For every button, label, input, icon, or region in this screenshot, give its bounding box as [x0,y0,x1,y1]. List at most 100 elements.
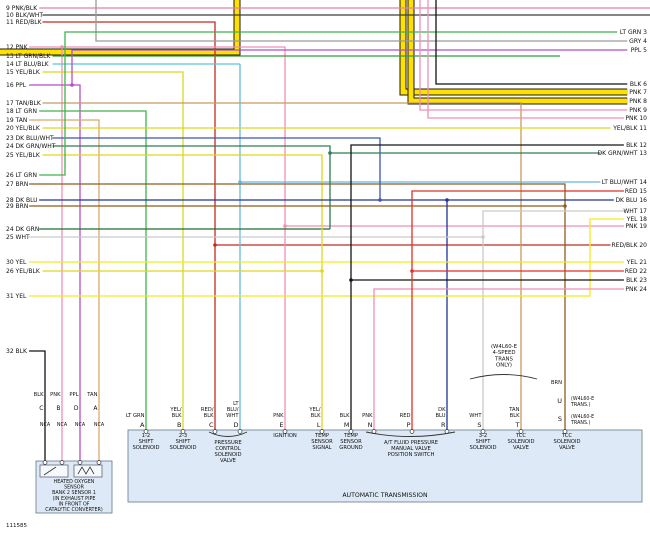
wire-gry-to-4 [95,0,628,42]
left-pin-label: 28 DK BLU [6,197,38,204]
connector-terminal [409,429,415,434]
right-pin-label: LT GRN 3 [620,29,647,36]
right-pin-label: BLK 6 [630,81,647,88]
four-speed-note: 4-SPEED [492,350,515,356]
connector-terminal [562,429,568,434]
pin-letter: L [317,421,321,429]
o2-sensor-label: (IN EXHAUST PIPE [53,496,96,502]
pin-letter: R [441,421,446,429]
left-pin-label: 11 RED/BLK [6,19,43,26]
component-label: SOLENOID [169,445,196,451]
o2-sensor-label: IN FRONT OF [59,501,90,507]
right-pin-label: BLK 23 [626,277,647,284]
connector-terminal [42,460,48,465]
connector-terminal [77,460,83,465]
o2-sensor-element-symbol [77,466,95,475]
wire-junction [213,243,217,247]
pin-wire-color: PNK [273,413,284,419]
component-label: MANUAL VALVE [391,446,431,452]
pin-wire-color: BLK [311,413,321,419]
wire-junction [283,224,287,228]
four-speed-note: (W4L60-E [491,344,518,350]
component-label: VALVE [559,445,575,451]
left-pin-label: 30 YEL [6,259,27,266]
pin-letter: C [209,421,214,429]
right-pin-label: RED 15 [625,188,647,195]
o2-pin-nca: NCA [57,422,68,428]
pin-wire-color: WHT [226,413,239,419]
right-pin-label: PNK 19 [625,223,647,230]
pin-wire-color: TAN [508,407,519,413]
left-pin-label: 10 BLK/WHT [6,12,43,19]
pin-wire-color: YEL/ [169,407,181,413]
component-label: VALVE [513,445,529,451]
figure-number: 111585 [6,523,27,529]
left-pin-label: 16 PPL [6,82,27,89]
trans-type-note: (W4L60-E [571,414,594,420]
component-label: A/T FLUID PRESSURE [384,440,438,446]
o2-pin-wire-color: BLK [34,392,44,398]
left-pin-label: 25 WHT [6,234,30,241]
o2-pin-nca: NCA [75,422,86,428]
pin-wire-color: LT [233,401,239,407]
component-label: 2-3 [179,433,187,439]
four-speed-note: ONLY) [496,363,512,369]
o2-pin-letter: C [39,405,43,412]
wire-wht-pin-s-to-17 [482,210,624,430]
pin-letter: P [407,421,411,429]
right-pin-label: PPL 5 [631,47,647,54]
four-speed-note: TRANS [494,356,514,362]
pin-wire-color: BLK [510,413,520,419]
connector-terminal [348,429,354,434]
component-label: SOLENOID [507,439,534,445]
component-label: SOLENOID [214,452,241,458]
trans-type-note: (W4L60-E [571,396,594,402]
wire-yel-blk-15-pin-b [42,71,184,430]
group-brace [208,431,248,437]
right-pin-label: RED 22 [625,268,647,275]
o2-pin-letter: A [93,405,98,412]
connector-terminal [237,429,243,434]
pin-wire-color: BLK [204,413,214,419]
trans-type-note: TRANS.) [570,402,591,408]
o2-pin-wire-color: TAN [86,392,97,398]
wire-yel-31-to-18 [29,218,624,297]
o2-pin-nca: NCA [94,422,105,428]
o2-sensor-label: SENSOR [64,485,84,491]
right-pin-label: LT BLU/WHT 14 [602,179,647,186]
left-pin-label: 13 LT GRN/BLK [6,53,51,60]
right-pin-label: BLK 12 [626,142,647,149]
wire-pnk-pin-n-to-24 [373,288,624,430]
pin-wire-color: BLK [172,413,182,419]
component-label: 1-2 [142,433,150,439]
pin-wire-color: PNK [362,413,373,419]
connector-terminal [319,429,325,434]
component-label: GROUND [339,445,362,451]
component-label: SHIFT [476,439,492,445]
component-label: SENSOR [340,439,362,445]
pin-letter: N [368,421,373,429]
right-pin-label: YEL 18 [626,216,648,223]
wire-junction [320,269,324,273]
component-label: SOLENOID [469,445,496,451]
wire-ppl-16-o2 [29,84,81,462]
wire-lt-grn-18-pin-a [39,110,147,430]
right-pin-label: YEL 21 [626,259,648,266]
pin-wire-color: YEL/ [308,407,320,413]
left-pin-label: 32 BLK [6,348,28,355]
o2-sensor-label: CATALYTIC CONVERTER) [45,507,103,513]
pin-letter: S [558,415,562,423]
left-pin-label: 24 DK GRN [6,226,39,233]
right-pin-label: YEL/BLK 11 [612,125,647,132]
left-pin-label: 29 BRN [6,203,28,210]
left-pin-label: 12 PNK [6,44,29,51]
component-label: CONTROL [215,446,240,452]
wire-pnk-12-pin-e [29,46,286,430]
component-label: IGNITION [273,433,297,439]
connector-terminal [282,429,288,434]
wire-junction [378,198,382,202]
trans-type-note: TRANS.) [570,420,591,426]
component-label: TCC [515,433,526,439]
left-pin-label: 19 TAN [6,117,27,124]
